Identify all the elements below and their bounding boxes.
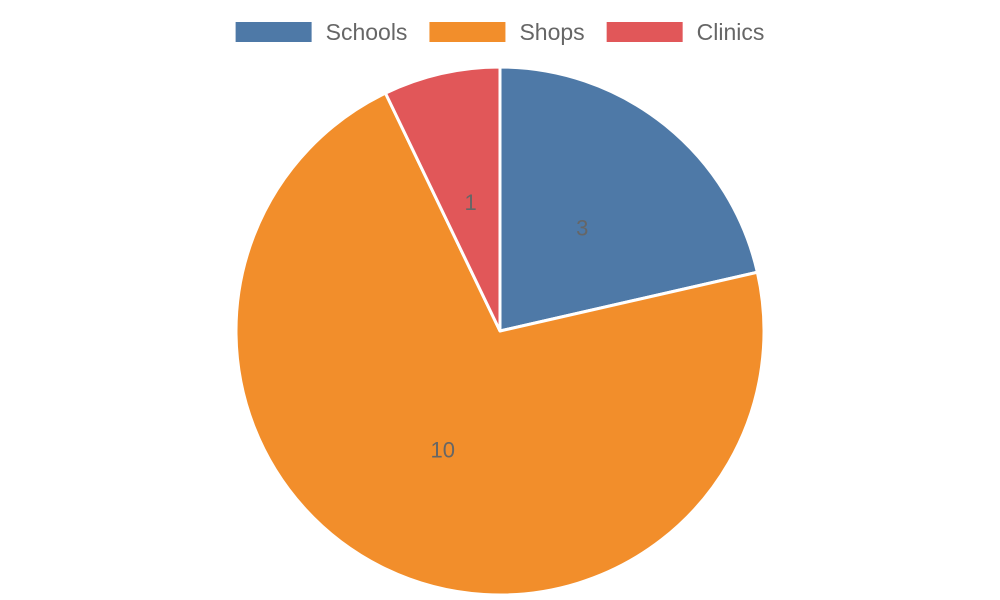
legend-swatch-schools	[235, 22, 312, 42]
data-label-schools: 3	[576, 215, 588, 240]
pie-slice-schools[interactable]	[498, 65, 759, 333]
legend-label-clinics: Clinics	[697, 19, 765, 45]
legend-item-shops[interactable]: Shops	[429, 19, 585, 45]
pie-slices	[234, 65, 766, 597]
data-label-shops: 10	[430, 437, 454, 462]
data-label-clinics: 1	[465, 190, 477, 215]
legend-swatch-shops	[429, 22, 506, 42]
legend-label-schools: Schools	[326, 19, 408, 45]
pie-slice-shops[interactable]	[234, 91, 766, 597]
legend-label-shops: Shops	[519, 19, 584, 45]
pie-slice-clinics[interactable]	[383, 65, 502, 333]
legend-swatch-clinics	[606, 22, 683, 42]
legend-item-clinics[interactable]: Clinics	[606, 19, 765, 45]
legend-item-schools[interactable]: Schools	[235, 19, 408, 45]
chart-legend: Schools Shops Clinics	[235, 19, 765, 45]
pie-data-labels: 3 10 1	[430, 190, 588, 463]
